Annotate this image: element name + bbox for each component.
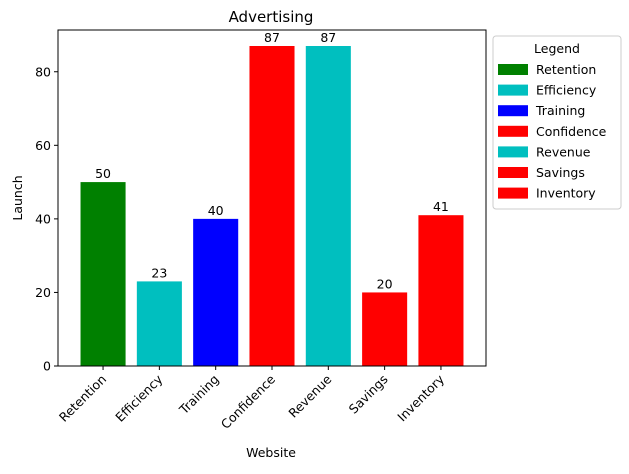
y-tick-label: 60 bbox=[35, 138, 51, 153]
bar-value-label: 41 bbox=[433, 199, 449, 214]
legend-label: Retention bbox=[536, 62, 596, 77]
bar-inventory bbox=[418, 215, 464, 366]
x-tick-label: Savings bbox=[346, 372, 391, 417]
bar-value-label: 87 bbox=[320, 30, 336, 45]
plot-area: 50 Retention 23 Efficiency 40 Training 87 Confi… bbox=[35, 29, 487, 432]
x-tick-label: Revenue bbox=[285, 371, 334, 420]
bar-savings bbox=[362, 292, 408, 366]
bar-value-label: 40 bbox=[208, 203, 224, 218]
x-tick-label: Inventory bbox=[394, 371, 447, 424]
legend-swatch-efficiency bbox=[498, 84, 528, 96]
legend-label: Training bbox=[535, 103, 585, 118]
y-axis-label: Launch bbox=[10, 175, 25, 220]
legend-swatch-confidence bbox=[498, 125, 528, 137]
y-tick-label: 0 bbox=[43, 359, 51, 374]
bar-revenue bbox=[305, 46, 351, 366]
legend-swatch-training bbox=[498, 105, 528, 117]
bar-value-label: 20 bbox=[377, 276, 393, 291]
legend-swatch-savings bbox=[498, 167, 528, 178]
plot-frame bbox=[57, 29, 487, 367]
legend-title: Legend bbox=[534, 41, 580, 56]
legend: Legend Retention Efficiency Training Confid… bbox=[492, 35, 622, 210]
legend-label: Savings bbox=[536, 165, 585, 180]
legend-label: Inventory bbox=[536, 186, 596, 201]
x-tick-label: Confidence bbox=[218, 371, 279, 432]
legend-swatch-inventory bbox=[498, 187, 528, 199]
bar-value-label: 50 bbox=[95, 166, 111, 181]
legend-swatch-retention bbox=[498, 64, 528, 75]
chart-title: Advertising bbox=[229, 8, 314, 26]
y-tick-label: 40 bbox=[35, 211, 51, 226]
legend-label: Confidence bbox=[536, 124, 607, 139]
bar-confidence bbox=[249, 46, 295, 366]
legend-swatch-revenue bbox=[498, 146, 528, 158]
legend-label: Revenue bbox=[536, 144, 591, 159]
bar-retention bbox=[80, 182, 126, 366]
bar-value-label: 87 bbox=[264, 30, 280, 45]
y-tick-label: 20 bbox=[35, 285, 51, 300]
x-axis-label: Website bbox=[246, 445, 296, 460]
bar-training bbox=[193, 218, 239, 366]
x-tick-label: Training bbox=[176, 372, 222, 418]
x-tick-label: Efficiency bbox=[112, 371, 166, 425]
y-tick-label: 80 bbox=[35, 64, 51, 79]
bar-value-label: 23 bbox=[151, 265, 167, 280]
legend-frame bbox=[492, 35, 622, 210]
x-tick-label: Retention bbox=[56, 372, 109, 425]
bar-efficiency bbox=[136, 281, 182, 366]
legend-label: Efficiency bbox=[536, 83, 597, 98]
